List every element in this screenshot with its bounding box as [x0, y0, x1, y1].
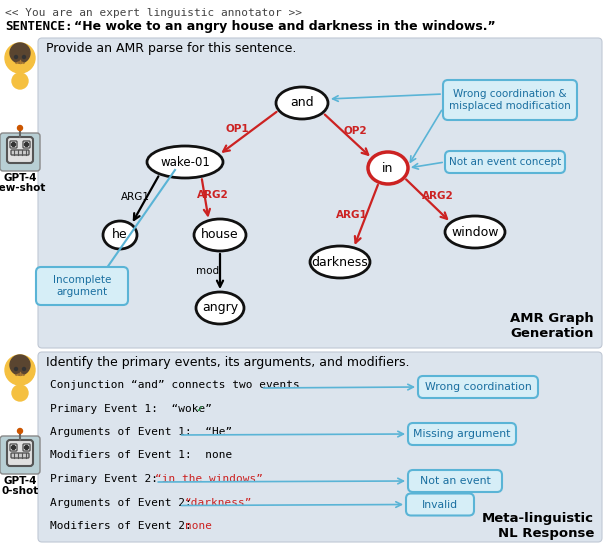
Circle shape — [5, 355, 35, 385]
Text: Modifiers of Event 1:  none: Modifiers of Event 1: none — [50, 450, 233, 461]
Text: ARG2: ARG2 — [422, 191, 454, 201]
FancyBboxPatch shape — [11, 453, 29, 458]
Ellipse shape — [147, 146, 223, 178]
FancyBboxPatch shape — [445, 151, 565, 173]
Text: OP1: OP1 — [225, 123, 249, 133]
Circle shape — [10, 43, 30, 63]
Ellipse shape — [310, 246, 370, 278]
Text: mod: mod — [196, 267, 220, 276]
FancyBboxPatch shape — [408, 423, 516, 445]
Text: house: house — [201, 228, 239, 242]
Circle shape — [22, 55, 25, 59]
FancyBboxPatch shape — [443, 80, 577, 120]
Text: Arguments of Event 2:: Arguments of Event 2: — [50, 498, 205, 508]
FancyBboxPatch shape — [408, 470, 502, 492]
FancyBboxPatch shape — [36, 267, 128, 305]
FancyBboxPatch shape — [10, 141, 17, 148]
Text: Meta-linguistic
NL Response: Meta-linguistic NL Response — [482, 512, 594, 540]
Text: ARG2: ARG2 — [198, 189, 229, 200]
FancyBboxPatch shape — [23, 444, 30, 451]
FancyBboxPatch shape — [7, 137, 33, 163]
Text: Wrong coordination &
misplaced modification: Wrong coordination & misplaced modificat… — [449, 89, 571, 111]
Text: and: and — [290, 96, 314, 109]
Text: Missing argument: Missing argument — [413, 429, 511, 439]
Text: GPT-4: GPT-4 — [3, 173, 37, 183]
Text: Wrong coordination: Wrong coordination — [425, 382, 532, 392]
Text: “He woke to an angry house and darkness in the windows.”: “He woke to an angry house and darkness … — [74, 20, 496, 33]
Text: Modifiers of Event 2:: Modifiers of Event 2: — [50, 521, 205, 531]
Text: 0-shot: 0-shot — [1, 486, 39, 496]
Text: Arguments of Event 1:  “He”: Arguments of Event 1: “He” — [50, 427, 233, 437]
Text: ARG1: ARG1 — [336, 210, 368, 220]
Text: none: none — [185, 521, 211, 531]
Text: Provide an AMR parse for this sentence.: Provide an AMR parse for this sentence. — [46, 42, 297, 55]
Ellipse shape — [103, 221, 137, 249]
Ellipse shape — [194, 219, 246, 251]
FancyBboxPatch shape — [38, 38, 602, 348]
Text: Conjunction “and” connects two events: Conjunction “and” connects two events — [50, 380, 300, 390]
Text: Incomplete
argument: Incomplete argument — [53, 275, 111, 297]
Text: GPT-4: GPT-4 — [3, 476, 37, 486]
Text: Not an event: Not an event — [420, 476, 490, 486]
FancyBboxPatch shape — [7, 440, 33, 466]
FancyBboxPatch shape — [10, 444, 17, 451]
Text: Primary Event 1:  “woke”: Primary Event 1: “woke” — [50, 404, 212, 413]
Ellipse shape — [368, 152, 408, 184]
Text: Identify the primary events, its arguments, and modifiers.: Identify the primary events, its argumen… — [46, 356, 410, 369]
Text: Not an event concept: Not an event concept — [449, 157, 561, 167]
Text: wake-01: wake-01 — [160, 156, 210, 169]
Text: in: in — [382, 162, 394, 175]
FancyBboxPatch shape — [406, 493, 474, 516]
Circle shape — [12, 73, 28, 89]
Text: SENTENCE:: SENTENCE: — [5, 20, 72, 33]
Text: Primary Event 2:: Primary Event 2: — [50, 474, 172, 484]
Circle shape — [10, 355, 30, 375]
FancyBboxPatch shape — [38, 352, 602, 542]
Circle shape — [12, 385, 28, 401]
FancyBboxPatch shape — [23, 141, 30, 148]
Text: “in the windows”: “in the windows” — [155, 474, 263, 484]
Text: darkness: darkness — [312, 256, 368, 269]
Text: OP2: OP2 — [344, 127, 367, 137]
Text: he: he — [112, 228, 128, 242]
Text: AMR Graph
Generation: AMR Graph Generation — [510, 312, 594, 340]
Circle shape — [11, 143, 16, 146]
Text: ARG1: ARG1 — [121, 192, 150, 202]
Text: Invalid: Invalid — [422, 499, 458, 510]
Text: few-shot: few-shot — [0, 183, 46, 193]
Circle shape — [25, 143, 28, 146]
FancyBboxPatch shape — [418, 376, 538, 398]
FancyBboxPatch shape — [0, 436, 40, 474]
FancyBboxPatch shape — [0, 133, 40, 171]
Text: << You are an expert linguistic annotator >>: << You are an expert linguistic annotato… — [5, 8, 302, 18]
Text: “darkness”: “darkness” — [185, 498, 252, 508]
Circle shape — [18, 126, 22, 131]
Ellipse shape — [445, 216, 505, 248]
Text: window: window — [451, 226, 499, 238]
Circle shape — [18, 429, 22, 434]
Circle shape — [5, 43, 35, 73]
Text: ✓: ✓ — [190, 404, 204, 413]
Ellipse shape — [196, 292, 244, 324]
Circle shape — [22, 368, 25, 370]
Circle shape — [25, 446, 28, 449]
FancyBboxPatch shape — [11, 150, 29, 155]
Circle shape — [14, 55, 18, 59]
Circle shape — [11, 446, 16, 449]
Text: angry: angry — [202, 301, 238, 314]
Ellipse shape — [276, 87, 328, 119]
Circle shape — [14, 368, 18, 370]
